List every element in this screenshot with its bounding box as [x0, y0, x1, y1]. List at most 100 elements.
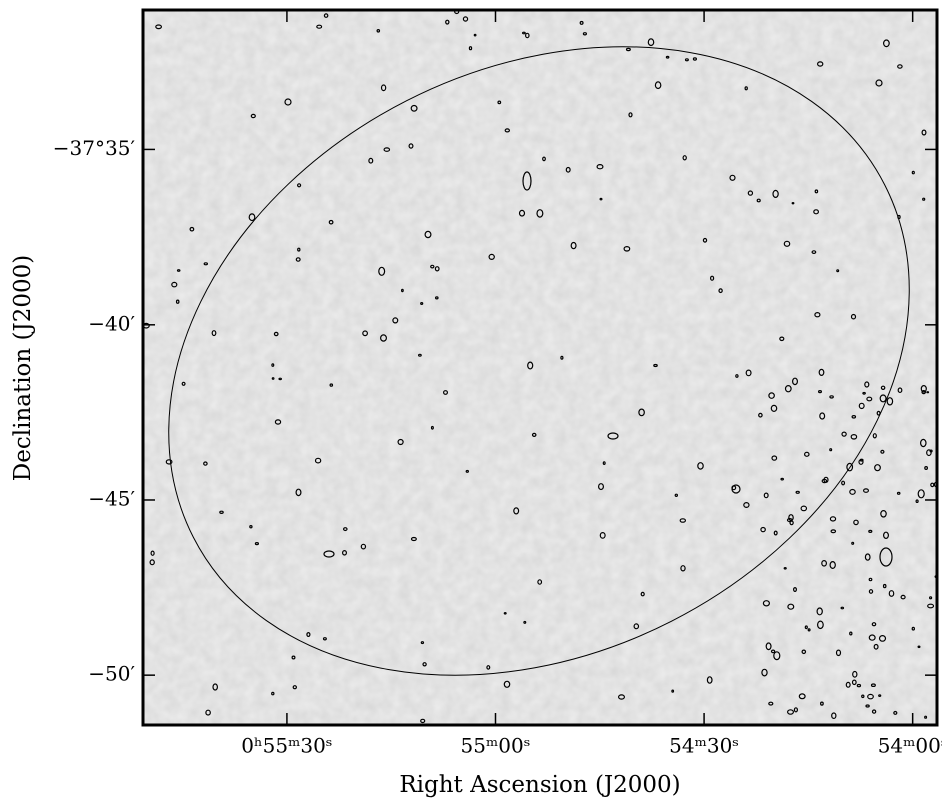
source [787, 603, 795, 610]
source [917, 645, 921, 649]
source [731, 485, 737, 491]
source [486, 665, 491, 670]
source [654, 81, 662, 90]
source [295, 257, 301, 262]
source [829, 448, 833, 452]
source [880, 385, 886, 390]
source [323, 550, 335, 558]
source [278, 377, 283, 381]
source [864, 381, 870, 388]
source [531, 432, 537, 437]
source [924, 466, 928, 471]
source [420, 302, 424, 306]
source [911, 170, 915, 175]
source [297, 247, 301, 252]
source [295, 488, 302, 497]
source [896, 491, 901, 495]
source [718, 288, 723, 294]
source [368, 157, 374, 164]
source [273, 331, 279, 337]
source [758, 412, 763, 418]
source [770, 649, 776, 654]
x-tick-label: 54ᵐ00ˢ [878, 734, 942, 758]
source [504, 128, 510, 133]
source [841, 431, 847, 437]
plot-frame [141, 8, 939, 727]
source [900, 594, 906, 600]
source [868, 577, 873, 582]
source [818, 368, 825, 376]
source [203, 262, 208, 266]
source [768, 701, 774, 706]
source [211, 330, 217, 337]
source [383, 147, 391, 152]
source [770, 404, 778, 412]
source [380, 334, 388, 342]
source [617, 694, 625, 700]
source [706, 676, 713, 684]
source [821, 559, 827, 567]
source [729, 174, 736, 181]
source [380, 84, 387, 92]
source [420, 641, 425, 645]
source [888, 590, 895, 597]
source [579, 20, 584, 25]
x-tick-label: 0ʰ55ᵐ30ˢ [241, 734, 332, 758]
source [378, 266, 386, 276]
y-tick-label: −37°35′ [53, 136, 136, 160]
source [800, 505, 808, 512]
source [175, 299, 180, 304]
source [597, 483, 604, 491]
source [763, 492, 769, 499]
source [684, 58, 689, 62]
source [872, 433, 877, 439]
source [849, 631, 853, 636]
source [783, 566, 787, 570]
contours [143, 10, 937, 724]
source [323, 13, 329, 18]
source [819, 412, 826, 420]
source [829, 395, 834, 399]
source [851, 414, 857, 419]
source [786, 709, 794, 715]
source [565, 166, 571, 173]
source [886, 397, 894, 406]
source [744, 86, 748, 91]
source [360, 543, 367, 550]
source [856, 683, 862, 688]
source [871, 622, 877, 627]
source [342, 527, 348, 532]
source [522, 171, 532, 191]
source [880, 449, 885, 454]
source [274, 419, 282, 425]
source [709, 275, 715, 281]
source [596, 163, 604, 170]
source [250, 113, 256, 119]
source [789, 520, 794, 526]
source [434, 266, 440, 272]
source [503, 680, 511, 688]
source [523, 620, 527, 624]
source [765, 642, 772, 651]
source [271, 691, 275, 696]
source [816, 607, 823, 616]
source [873, 643, 879, 650]
source [527, 361, 534, 370]
source [897, 387, 903, 394]
source [862, 391, 866, 395]
source [836, 269, 840, 273]
source [314, 457, 322, 464]
source [362, 330, 369, 337]
source [859, 458, 864, 462]
source [665, 55, 670, 59]
source [203, 461, 208, 466]
source [813, 209, 819, 215]
source [915, 499, 919, 504]
source [801, 649, 807, 655]
source [171, 281, 178, 288]
source [674, 493, 679, 497]
source [927, 603, 935, 609]
source [868, 634, 876, 641]
source [829, 560, 836, 569]
source [880, 509, 887, 518]
